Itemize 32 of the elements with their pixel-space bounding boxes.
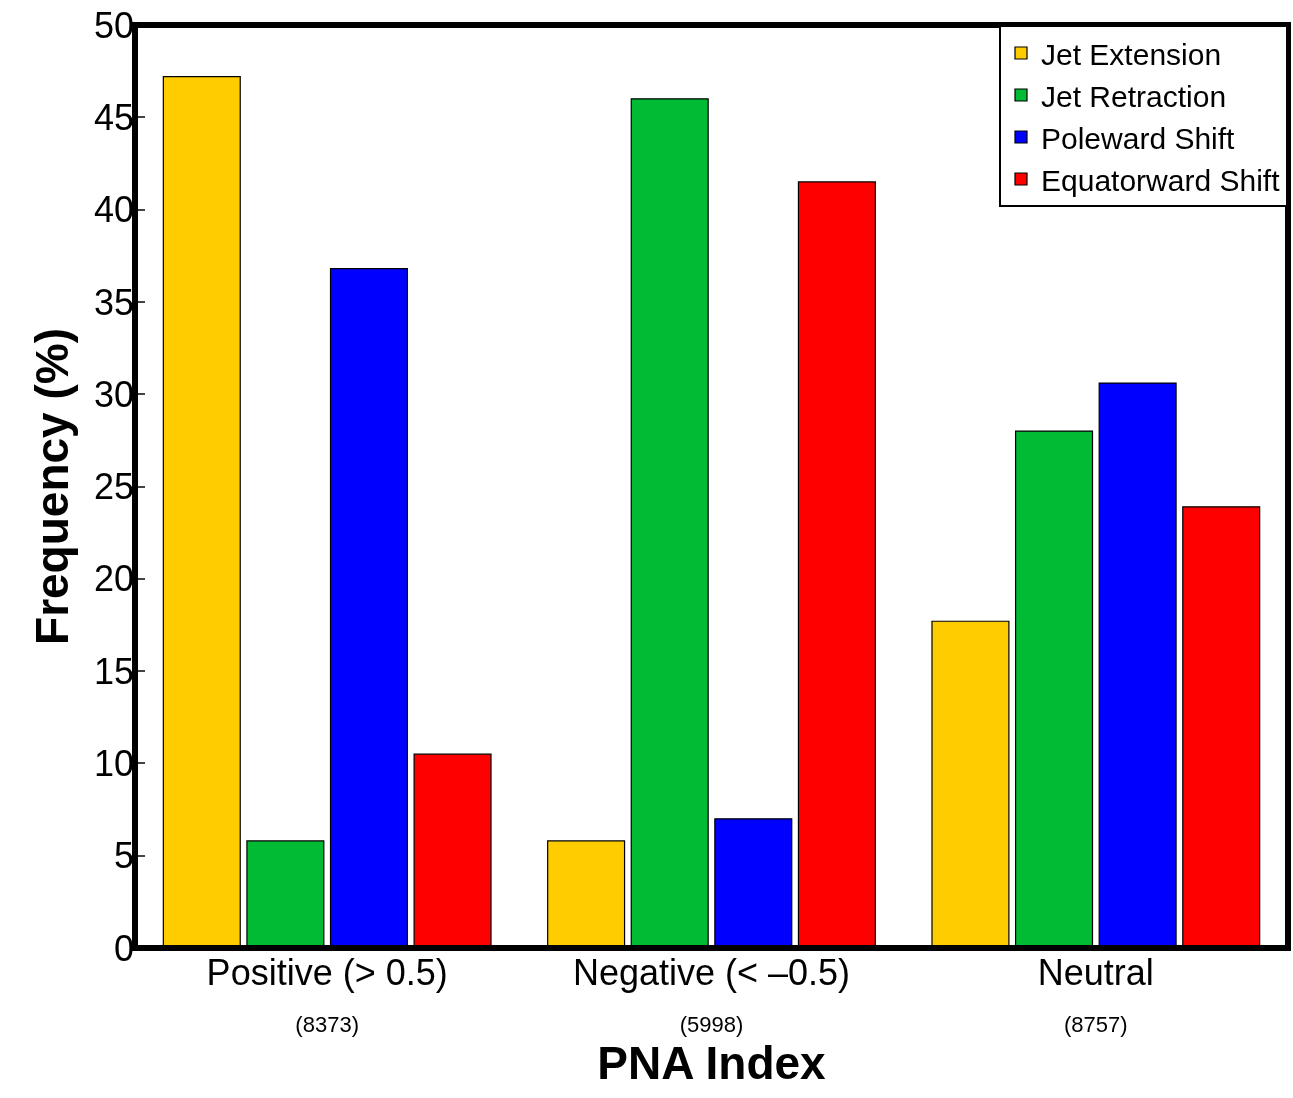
bar xyxy=(1014,430,1094,948)
bar xyxy=(797,181,876,948)
y-tick-label: 15 xyxy=(93,650,134,692)
legend-label: Jet Extension xyxy=(1041,37,1222,71)
bar xyxy=(413,753,492,948)
bar xyxy=(931,620,1010,948)
bar xyxy=(162,76,241,948)
y-tick-label: 40 xyxy=(93,189,134,231)
y-tick-label: 5 xyxy=(113,835,134,877)
x-axis-title: PNA Index xyxy=(597,1036,827,1089)
y-tick-label: 25 xyxy=(93,466,134,508)
bar xyxy=(246,840,325,948)
bar xyxy=(547,840,626,948)
x-tick-label: Neutral (8757) xyxy=(1037,952,1154,1037)
bar xyxy=(630,98,709,948)
bar xyxy=(329,268,409,948)
legend-label: Jet Retraction xyxy=(1041,79,1227,113)
x-tick-label: Positive (> 0.5) (8373) xyxy=(206,952,448,1037)
legend-label: Poleward Shift xyxy=(1041,121,1236,155)
bar xyxy=(1182,506,1261,948)
y-tick-label: 10 xyxy=(93,743,134,784)
x-tick-label: Negative (< –0.5) (5998) xyxy=(572,952,851,1037)
y-tick-label: 35 xyxy=(93,281,134,323)
bar xyxy=(1098,382,1177,948)
y-axis-title: Frequency (%) xyxy=(26,328,79,645)
y-tick-label: 0 xyxy=(113,927,134,969)
legend-label: Equatorward Shift xyxy=(1041,163,1281,197)
y-tick-label: 30 xyxy=(93,373,134,415)
y-tick-label: 50 xyxy=(93,4,134,46)
y-tick-label: 45 xyxy=(93,96,134,138)
y-tick-label: 20 xyxy=(93,558,134,600)
bar xyxy=(714,818,793,948)
